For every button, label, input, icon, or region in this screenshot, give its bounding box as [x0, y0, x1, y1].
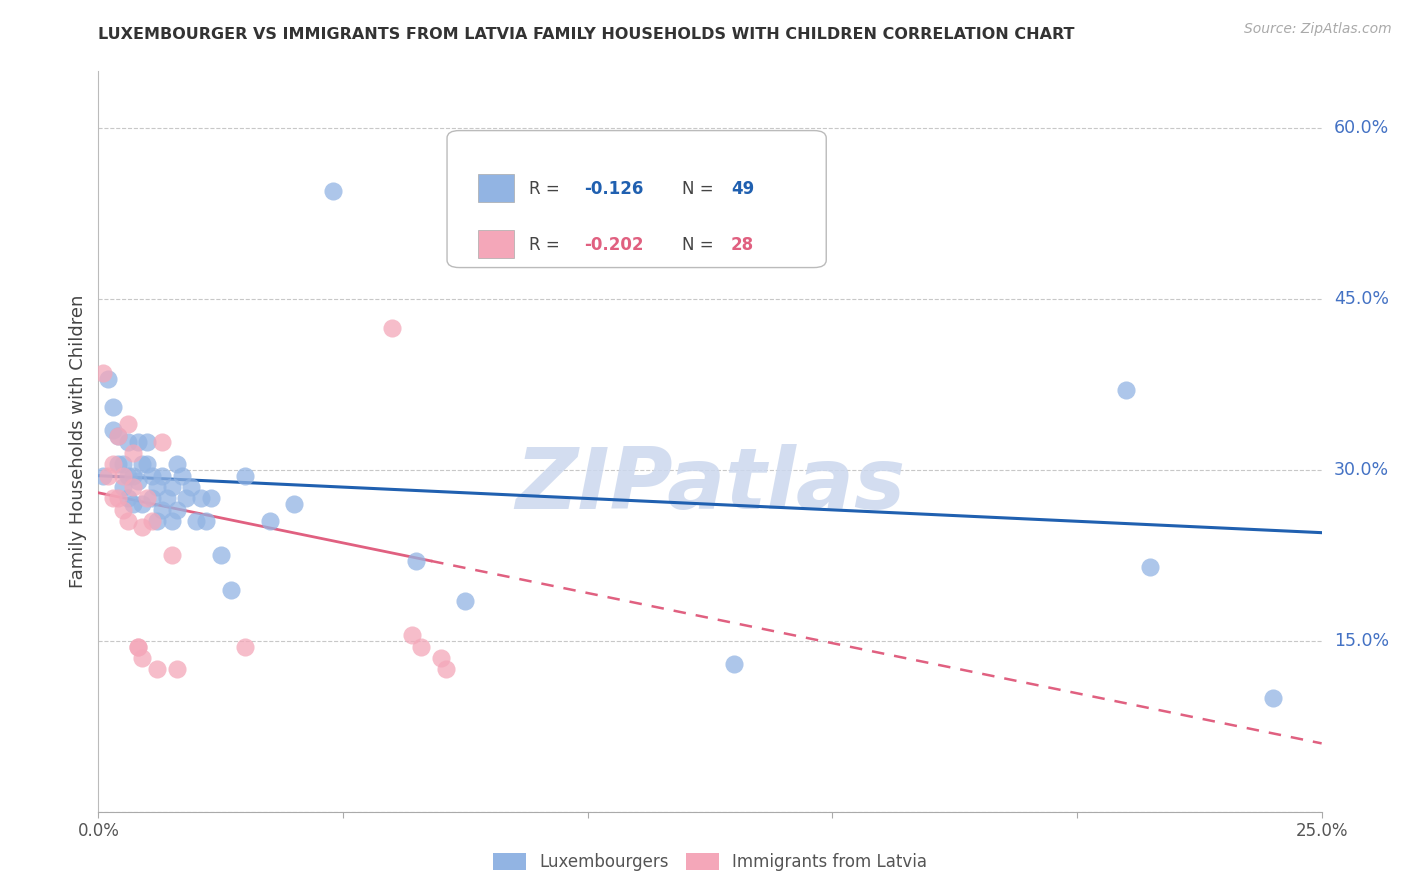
- Point: [150, 434, 173, 449]
- Point: [190, 491, 212, 506]
- Point: [166, 503, 188, 517]
- Point: [166, 458, 188, 472]
- Point: [111, 480, 134, 494]
- Point: [322, 184, 344, 198]
- Point: [170, 468, 193, 483]
- Text: R =: R =: [529, 180, 565, 198]
- Point: [141, 468, 163, 483]
- Point: [117, 434, 139, 449]
- Point: [101, 423, 124, 437]
- Point: [160, 514, 183, 528]
- Point: [1115, 384, 1137, 398]
- Point: [136, 491, 159, 506]
- Text: 28: 28: [731, 236, 754, 254]
- Point: [97, 372, 120, 386]
- Point: [111, 503, 134, 517]
- Point: [150, 468, 173, 483]
- Point: [117, 491, 139, 506]
- Point: [117, 468, 139, 483]
- Point: [141, 491, 163, 506]
- Point: [117, 417, 139, 432]
- Point: [160, 549, 183, 563]
- Point: [111, 468, 134, 483]
- Point: [405, 554, 427, 568]
- Point: [411, 640, 433, 654]
- Text: 15.0%: 15.0%: [1334, 632, 1389, 650]
- Point: [121, 468, 143, 483]
- Point: [127, 434, 149, 449]
- Point: [127, 640, 149, 654]
- Point: [454, 594, 477, 608]
- Point: [146, 514, 169, 528]
- Point: [150, 503, 173, 517]
- Point: [180, 480, 202, 494]
- Text: R =: R =: [529, 236, 565, 254]
- Text: LUXEMBOURGER VS IMMIGRANTS FROM LATVIA FAMILY HOUSEHOLDS WITH CHILDREN CORRELATI: LUXEMBOURGER VS IMMIGRANTS FROM LATVIA F…: [98, 27, 1076, 42]
- FancyBboxPatch shape: [478, 174, 515, 202]
- Text: N =: N =: [682, 236, 718, 254]
- Point: [111, 458, 134, 472]
- Point: [107, 458, 129, 472]
- Point: [131, 520, 153, 534]
- Point: [176, 491, 198, 506]
- FancyBboxPatch shape: [447, 130, 827, 268]
- Point: [107, 429, 129, 443]
- Point: [131, 651, 153, 665]
- Point: [97, 468, 120, 483]
- Y-axis label: Family Households with Children: Family Households with Children: [69, 295, 87, 588]
- Text: Source: ZipAtlas.com: Source: ZipAtlas.com: [1244, 22, 1392, 37]
- Text: 49: 49: [731, 180, 754, 198]
- Point: [101, 491, 124, 506]
- Point: [195, 514, 218, 528]
- Point: [146, 480, 169, 494]
- Point: [233, 640, 256, 654]
- Text: 60.0%: 60.0%: [1334, 120, 1389, 137]
- Point: [136, 434, 159, 449]
- Point: [101, 458, 124, 472]
- FancyBboxPatch shape: [478, 230, 515, 259]
- Point: [186, 514, 208, 528]
- Point: [127, 475, 149, 489]
- Point: [141, 514, 163, 528]
- Point: [219, 582, 242, 597]
- Text: -0.202: -0.202: [583, 236, 644, 254]
- Point: [117, 514, 139, 528]
- Point: [283, 497, 305, 511]
- Point: [381, 320, 404, 334]
- Text: 30.0%: 30.0%: [1334, 461, 1389, 479]
- Point: [121, 497, 143, 511]
- Point: [1261, 690, 1284, 705]
- Point: [91, 366, 114, 380]
- Point: [121, 446, 143, 460]
- Point: [430, 651, 453, 665]
- Point: [107, 491, 129, 506]
- Text: -0.126: -0.126: [583, 180, 644, 198]
- Point: [434, 662, 457, 676]
- Point: [1139, 559, 1161, 574]
- Point: [127, 640, 149, 654]
- Point: [121, 480, 143, 494]
- Text: N =: N =: [682, 180, 718, 198]
- Point: [401, 628, 423, 642]
- Point: [233, 468, 256, 483]
- Text: 45.0%: 45.0%: [1334, 290, 1389, 308]
- Point: [156, 491, 179, 506]
- Point: [131, 497, 153, 511]
- Point: [146, 662, 169, 676]
- Point: [259, 514, 281, 528]
- Point: [131, 458, 153, 472]
- Point: [160, 480, 183, 494]
- Point: [200, 491, 222, 506]
- Point: [91, 468, 114, 483]
- Legend: Luxembourgers, Immigrants from Latvia: Luxembourgers, Immigrants from Latvia: [486, 846, 934, 878]
- Point: [209, 549, 232, 563]
- Point: [107, 429, 129, 443]
- Point: [136, 458, 159, 472]
- Point: [101, 401, 124, 415]
- Text: ZIPatlas: ZIPatlas: [515, 444, 905, 527]
- Point: [166, 662, 188, 676]
- Point: [723, 657, 745, 671]
